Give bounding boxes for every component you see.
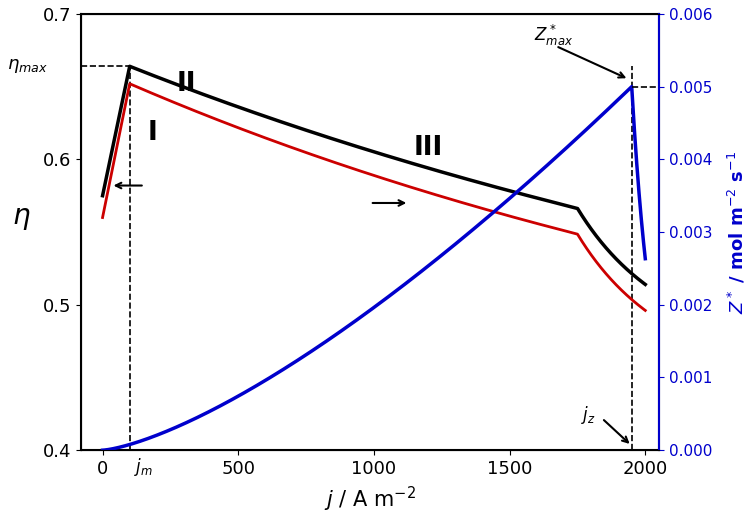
Text: $\eta_{max}$: $\eta_{max}$ [8,57,48,76]
Text: $Z^*_{max}$: $Z^*_{max}$ [534,23,573,48]
Text: $j_m$: $j_m$ [133,456,153,478]
Text: III: III [413,135,443,160]
Text: $j_z$: $j_z$ [581,404,596,426]
Y-axis label: $\eta$: $\eta$ [13,204,31,232]
Y-axis label: $Z^*$ / mol m$^{-2}$ s$^{-1}$: $Z^*$ / mol m$^{-2}$ s$^{-1}$ [726,151,747,314]
Text: I: I [148,120,158,146]
X-axis label: $j$ / A m$^{-2}$: $j$ / A m$^{-2}$ [323,485,416,514]
Text: II: II [177,71,197,97]
